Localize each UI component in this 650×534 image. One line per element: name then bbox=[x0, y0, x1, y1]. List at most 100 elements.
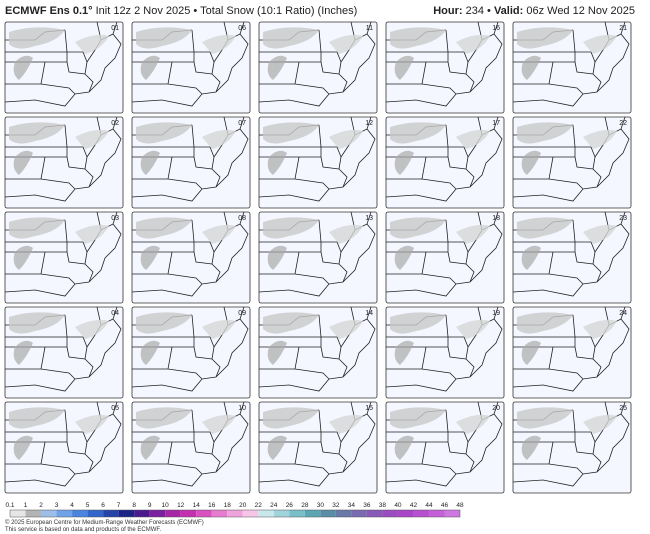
colorbar-label: 1 bbox=[24, 502, 28, 509]
member-label: 04 bbox=[111, 310, 119, 317]
colorbar-swatch bbox=[242, 510, 259, 517]
colorbar-label: 20 bbox=[239, 502, 247, 509]
map-panel: 04 bbox=[4, 306, 124, 399]
map-panel: 20 bbox=[385, 401, 505, 494]
member-label: 02 bbox=[111, 120, 119, 127]
member-label: 05 bbox=[111, 405, 119, 412]
member-label: 06 bbox=[238, 25, 246, 32]
map-panel: 15 bbox=[258, 401, 378, 494]
colorbar-label: 40 bbox=[394, 502, 402, 509]
colorbar-swatch bbox=[428, 510, 445, 517]
colorbar-swatch bbox=[335, 510, 352, 517]
colorbar-label: 18 bbox=[224, 502, 232, 509]
map-panel: 16 bbox=[385, 21, 505, 114]
member-label: 10 bbox=[238, 405, 246, 412]
footer-line: © 2025 European Centre for Medium-Range … bbox=[5, 519, 204, 526]
colorbar-label: 26 bbox=[286, 502, 294, 509]
colorbar-label: 46 bbox=[441, 502, 449, 509]
map-panel: 18 bbox=[385, 211, 505, 304]
member-label: 08 bbox=[238, 215, 246, 222]
member-label: 23 bbox=[619, 215, 627, 222]
map-panel: 11 bbox=[258, 21, 378, 114]
colorbar-label: 38 bbox=[379, 502, 387, 509]
colorbar-label: 42 bbox=[410, 502, 418, 509]
member-label: 19 bbox=[492, 310, 500, 317]
colorbar-label: 22 bbox=[255, 502, 263, 509]
member-label: 22 bbox=[619, 120, 627, 127]
map-panel: 24 bbox=[512, 306, 632, 399]
model: ECMWF Ens 0.1° bbox=[5, 5, 93, 17]
valid-label: Valid: bbox=[493, 5, 524, 17]
colorbar-label: 14 bbox=[193, 502, 201, 509]
header: ECMWF Ens 0.1° Init 12z 2 Nov 2025 • Tot… bbox=[5, 5, 645, 17]
map-panel: 23 bbox=[512, 211, 632, 304]
map-panel: 06 bbox=[131, 21, 251, 114]
colorbar-label: 48 bbox=[456, 502, 464, 509]
member-label: 15 bbox=[365, 405, 373, 412]
colorbar-swatch bbox=[444, 510, 460, 517]
colorbar-swatch bbox=[258, 510, 274, 517]
colorbar-label: 3 bbox=[55, 502, 59, 509]
member-label: 12 bbox=[365, 120, 373, 127]
colorbar-swatch bbox=[118, 510, 135, 517]
map-panel: 14 bbox=[258, 306, 378, 399]
colorbar-label: 44 bbox=[425, 502, 433, 509]
colorbar-swatch bbox=[25, 510, 42, 517]
colorbar-swatch bbox=[289, 510, 305, 517]
colorbar-frame bbox=[9, 509, 461, 518]
colorbar-swatch bbox=[87, 510, 104, 517]
map-panel: 07 bbox=[131, 116, 251, 209]
valid-info: Hour: 234 • Valid: 06z Wed 12 Nov 2025 bbox=[433, 5, 635, 17]
map-panel: 03 bbox=[4, 211, 124, 304]
colorbar-label: 34 bbox=[348, 502, 356, 509]
map-panel: 21 bbox=[512, 21, 632, 114]
colorbar-swatch bbox=[351, 510, 367, 517]
member-label: 24 bbox=[619, 310, 627, 317]
colorbar-swatch bbox=[41, 510, 57, 517]
colorbar-swatch bbox=[211, 510, 228, 517]
colorbar-label: 2 bbox=[39, 502, 43, 509]
hour-label: Hour: bbox=[433, 5, 463, 17]
colorbar-label: 30 bbox=[317, 502, 325, 509]
map-panel: 13 bbox=[258, 211, 378, 304]
map-panel: 02 bbox=[4, 116, 124, 209]
map-panel: 19 bbox=[385, 306, 505, 399]
colorbar-swatch bbox=[72, 510, 88, 517]
colorbar-swatch bbox=[227, 510, 243, 517]
map-panel: 09 bbox=[131, 306, 251, 399]
colorbar-swatch bbox=[304, 510, 321, 517]
map-panel: 05 bbox=[4, 401, 124, 494]
map-panel: 25 bbox=[512, 401, 632, 494]
member-label: 09 bbox=[238, 310, 246, 317]
member-label: 17 bbox=[492, 120, 500, 127]
colorbar-swatch bbox=[149, 510, 166, 517]
colorbar-label: 16 bbox=[208, 502, 216, 509]
colorbar-swatch bbox=[134, 510, 150, 517]
colorbar-label: 4 bbox=[70, 502, 74, 509]
colorbar-swatch bbox=[196, 510, 212, 517]
colorbar-swatch bbox=[366, 510, 383, 517]
member-label: 03 bbox=[111, 215, 119, 222]
colorbar-swatch bbox=[180, 510, 197, 517]
colorbar-label: 0.1 bbox=[5, 502, 14, 509]
colorbar-swatch bbox=[382, 510, 398, 517]
map-panel: 01 bbox=[4, 21, 124, 114]
member-label: 14 bbox=[365, 310, 373, 317]
colorbar-label: 9 bbox=[148, 502, 152, 509]
colorbar-label: 24 bbox=[270, 502, 278, 509]
map-panel: 22 bbox=[512, 116, 632, 209]
colorbar-label: 7 bbox=[117, 502, 121, 509]
member-label: 11 bbox=[366, 25, 373, 32]
colorbar-label: 36 bbox=[363, 502, 371, 509]
member-label: 16 bbox=[492, 25, 500, 32]
colorbar-swatch bbox=[413, 510, 429, 517]
colorbar-label: 12 bbox=[177, 502, 185, 509]
map-panel: 08 bbox=[131, 211, 251, 304]
map-panel: 12 bbox=[258, 116, 378, 209]
colorbar-label: 5 bbox=[86, 502, 90, 509]
colorbar-swatch bbox=[165, 510, 181, 517]
member-label: 25 bbox=[619, 405, 627, 412]
colorbar-swatch bbox=[397, 510, 414, 517]
